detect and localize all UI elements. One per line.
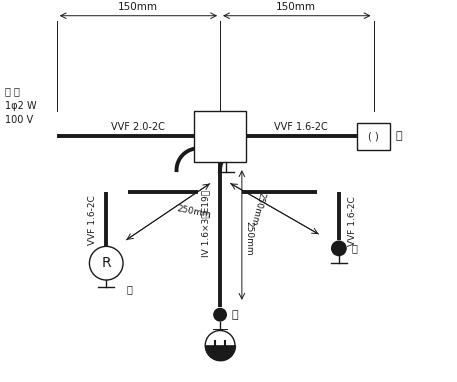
Text: 150mm: 150mm — [118, 2, 158, 12]
Text: VVF 1.6-2C: VVF 1.6-2C — [348, 196, 357, 246]
Text: 口: 口 — [352, 243, 358, 253]
Text: イ: イ — [232, 310, 239, 320]
Text: VVF 1.6-2C: VVF 1.6-2C — [274, 121, 328, 131]
Text: VVF 1.6-2C: VVF 1.6-2C — [88, 195, 97, 244]
Text: 電 源
1φ2 W
100 V: 電 源 1φ2 W 100 V — [5, 87, 37, 125]
Bar — [194, 111, 246, 162]
Text: 150mm: 150mm — [276, 2, 316, 12]
Text: ( ): ( ) — [368, 131, 379, 141]
Circle shape — [213, 308, 227, 322]
Text: VVF 2.0-2C: VVF 2.0-2C — [111, 121, 165, 131]
Text: 250mm: 250mm — [175, 204, 211, 219]
Text: 250mm: 250mm — [245, 221, 254, 256]
Bar — [357, 123, 390, 151]
Text: 口: 口 — [126, 284, 132, 294]
Text: イ: イ — [395, 131, 402, 141]
Circle shape — [331, 240, 347, 256]
Text: IV 1.6×3（E19）: IV 1.6×3（E19） — [202, 190, 211, 257]
Text: 250mm: 250mm — [249, 191, 266, 227]
Text: R: R — [101, 256, 111, 270]
